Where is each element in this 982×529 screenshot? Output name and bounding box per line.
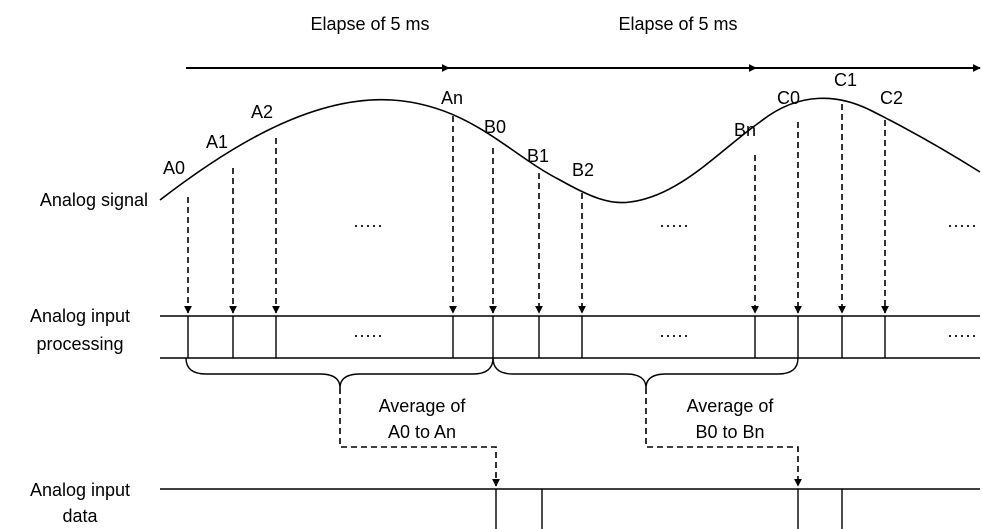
sample-label-b2: B2 bbox=[572, 160, 594, 180]
average-label-1-line2: A0 to An bbox=[388, 422, 456, 442]
sample-label-an: An bbox=[441, 88, 463, 108]
ellipsis-processing-2: ····· bbox=[659, 325, 689, 345]
sample-label-a1: A1 bbox=[206, 132, 228, 152]
ellipsis-processing-1: ····· bbox=[353, 325, 383, 345]
sample-label-a2: A2 bbox=[251, 102, 273, 122]
ellipsis-signal-3: ····· bbox=[947, 215, 977, 235]
row-label-data-2: data bbox=[62, 506, 98, 526]
sample-label-a0: A0 bbox=[163, 158, 185, 178]
brace-a-group bbox=[185, 357, 494, 389]
average-arrow-2 bbox=[645, 388, 802, 487]
ellipsis-signal-2: ····· bbox=[659, 215, 689, 235]
sample-label-b0: B0 bbox=[484, 117, 506, 137]
ellipsis-signal-1: ····· bbox=[353, 215, 383, 235]
sample-label-c1: C1 bbox=[834, 70, 857, 90]
row-label-data-1: Analog input bbox=[30, 480, 130, 500]
sample-label-bn: Bn bbox=[734, 120, 756, 140]
row-label-analog-signal: Analog signal bbox=[40, 190, 148, 210]
ellipsis-processing-3: ····· bbox=[947, 325, 977, 345]
average-label-2-line2: B0 to Bn bbox=[695, 422, 764, 442]
brace-b-group bbox=[492, 357, 799, 389]
row-label-processing-1: Analog input bbox=[30, 306, 130, 326]
elapse-label-1: Elapse of 5 ms bbox=[310, 14, 429, 34]
average-label-2-line1: Average of bbox=[687, 396, 775, 416]
sample-label-c0: C0 bbox=[777, 88, 800, 108]
sample-label-b1: B1 bbox=[527, 146, 549, 166]
average-arrow-1 bbox=[339, 388, 500, 487]
sample-label-c2: C2 bbox=[880, 88, 903, 108]
analog-signal-curve bbox=[159, 97, 981, 204]
data-band bbox=[160, 488, 980, 529]
average-label-1-line1: Average of bbox=[379, 396, 467, 416]
processing-band bbox=[160, 315, 980, 359]
average-arrows bbox=[339, 388, 802, 487]
row-label-processing-2: processing bbox=[36, 334, 123, 354]
sampling-arrows bbox=[184, 104, 889, 314]
elapse-label-2: Elapse of 5 ms bbox=[618, 14, 737, 34]
